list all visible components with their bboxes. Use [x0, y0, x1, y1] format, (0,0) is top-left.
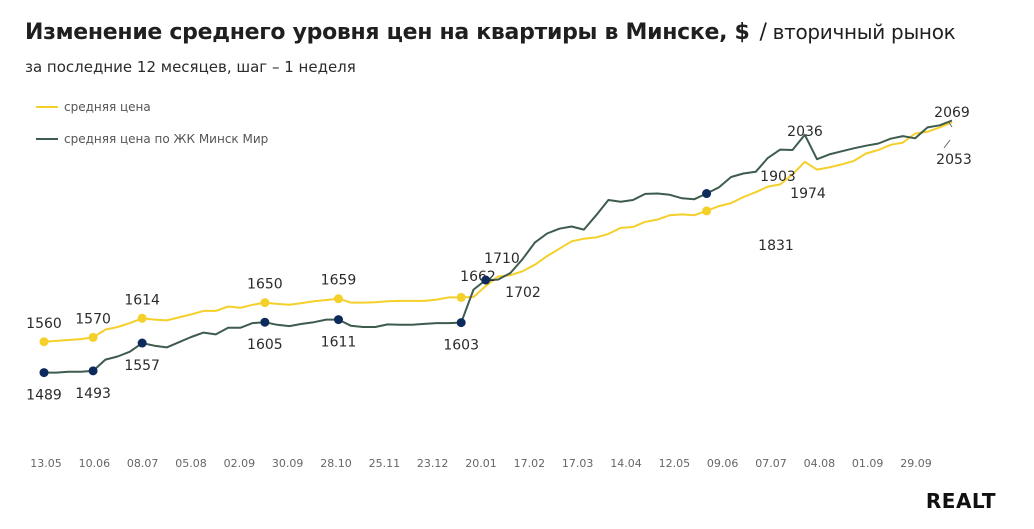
x-tick-label: 02.09 [224, 457, 256, 470]
data-label: 1650 [247, 277, 283, 293]
data-label: 2069 [934, 105, 970, 121]
marker-average [39, 337, 49, 347]
data-label: 1662 [460, 269, 496, 285]
x-tick-label: 04.08 [804, 457, 836, 470]
data-label: 1570 [75, 311, 111, 327]
data-label: 1614 [124, 292, 160, 308]
x-tick-label: 28.10 [320, 457, 352, 470]
marker-minsk-mir [702, 189, 712, 199]
data-label: 1611 [321, 335, 357, 351]
marker-minsk-mir [481, 275, 491, 285]
legend-swatch-minsk-mir [36, 138, 58, 140]
chart-title: Изменение среднего уровня цен на квартир… [25, 20, 956, 45]
data-label: 1702 [505, 285, 541, 301]
chart-title-main: Изменение среднего уровня цен на квартир… [25, 20, 750, 45]
data-label: 1493 [75, 386, 111, 402]
leader-line [943, 139, 951, 149]
marker-average [333, 294, 343, 304]
marker-minsk-mir [333, 315, 343, 325]
data-label: 1489 [26, 388, 62, 404]
x-tick-label: 17.03 [562, 457, 594, 470]
marker-minsk-mir [137, 338, 147, 348]
x-tick-label: 05.08 [175, 457, 207, 470]
data-label: 1710 [484, 251, 520, 267]
data-label: 1831 [758, 238, 794, 254]
x-tick-label: 23.12 [417, 457, 449, 470]
marker-minsk-mir [260, 317, 270, 327]
legend-item-average: средняя цена [36, 100, 151, 114]
x-tick-label: 12.05 [659, 457, 691, 470]
title-separator: / [759, 20, 767, 45]
marker-minsk-mir [88, 366, 98, 376]
data-label: 1605 [247, 337, 283, 353]
legend-label-minsk-mir: средняя цена по ЖК Минск Мир [64, 132, 269, 146]
marker-minsk-mir [39, 368, 49, 378]
data-label: 1903 [760, 169, 796, 185]
x-tick-label: 07.07 [755, 457, 787, 470]
x-tick-label: 08.07 [127, 457, 159, 470]
marker-minsk-mir [456, 318, 466, 328]
x-tick-label: 29.09 [900, 457, 932, 470]
data-label: 1659 [321, 273, 357, 289]
leader-line [947, 120, 953, 128]
marker-average [88, 332, 98, 342]
legend-label-average: средняя цена [64, 100, 151, 114]
x-tick-label: 17.02 [514, 457, 546, 470]
data-label: 2053 [936, 152, 972, 168]
x-tick-label: 09.06 [707, 457, 739, 470]
legend-swatch-average [36, 106, 58, 108]
marker-average [456, 292, 466, 302]
data-label: 1557 [124, 358, 160, 374]
x-tick-label: 01.09 [852, 457, 884, 470]
x-tick-label: 13.05 [30, 457, 62, 470]
legend-item-minsk-mir: средняя цена по ЖК Минск Мир [36, 132, 268, 146]
x-tick-label: 14.04 [610, 457, 642, 470]
realt-logo: REALT [925, 489, 996, 513]
series-line-average [43, 121, 953, 343]
marker-average [137, 313, 147, 323]
x-tick-label: 20.01 [465, 457, 497, 470]
x-tick-label: 10.06 [79, 457, 111, 470]
chart-title-suffix: вторичный рынок [772, 20, 956, 44]
marker-average [702, 206, 712, 216]
chart-subtitle: за последние 12 месяцев, шаг – 1 неделя [25, 58, 356, 76]
data-label: 1974 [790, 186, 826, 202]
data-label: 1560 [26, 316, 62, 332]
data-label: 1603 [443, 338, 479, 354]
marker-average [260, 298, 270, 308]
x-tick-label: 25.11 [369, 457, 401, 470]
x-tick-label: 30.09 [272, 457, 304, 470]
data-label: 2036 [787, 124, 823, 140]
series-line-minsk-mir [44, 119, 953, 374]
